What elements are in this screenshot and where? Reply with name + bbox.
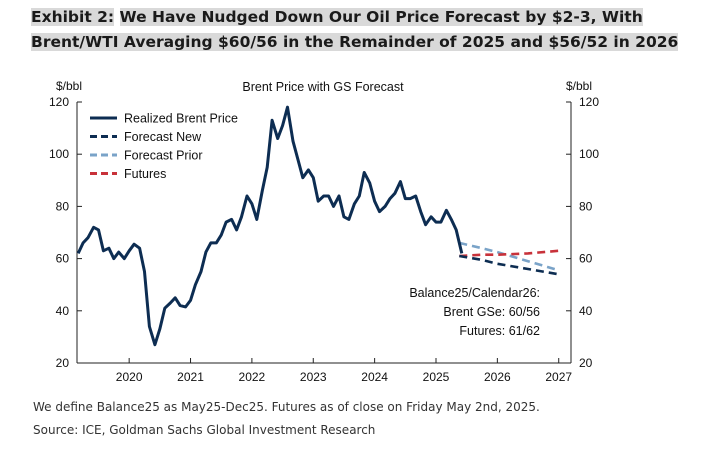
y-tick-label-right: 100 [579,147,599,161]
y-tick-label-left: 40 [56,304,70,318]
chart-title: Brent Price with GS Forecast [242,80,404,94]
legend-label: Forecast New [124,130,202,144]
chart-annotation: Balance25/Calendar26: Brent GSe: 60/56 F… [409,286,540,338]
annotation-line-3: Futures: 61/62 [459,324,540,338]
series-line-forecast-new [459,254,559,276]
source-note: Source: ICE, Goldman Sachs Global Invest… [33,423,376,437]
y-tick-label-right: 20 [579,356,593,370]
legend-label: Realized Brent Price [124,112,238,126]
y-tick-label-right: 120 [579,95,599,109]
x-tick-label: 2020 [116,370,143,384]
x-tick-label: 2021 [177,370,204,384]
footnote: We define Balance25 as May25-Dec25. Futu… [33,400,540,414]
annotation-line-2: Brent GSe: 60/56 [443,305,540,319]
x-tick-label: 2027 [545,370,572,384]
y-tick-label-left: 100 [49,147,69,161]
y-axis-label-left: $/bbl [56,79,82,93]
series-line-realized-brent-price [76,105,464,347]
y-tick-label-right: 80 [579,199,593,213]
legend-label: Forecast Prior [124,149,203,163]
x-tick-label: 2024 [361,370,388,384]
y-tick-label-right: 40 [579,304,593,318]
x-tick-label: 2026 [484,370,511,384]
x-tick-label: 2025 [423,370,450,384]
y-tick-label-left: 60 [56,252,70,266]
y-tick-label-right: 60 [579,252,593,266]
y-axis-label-right: $/bbl [566,79,592,93]
chart-series [76,105,560,347]
exhibit-label: Exhibit 2: [31,8,115,26]
series-line-futures [459,249,559,258]
y-tick-label-left: 120 [49,95,69,109]
legend-label: Futures [124,167,166,181]
y-tick-label-left: 20 [56,356,70,370]
x-tick-label: 2022 [239,370,266,384]
chart-legend: Realized Brent Price Forecast New Forecast… [90,112,238,181]
annotation-line-1: Balance25/Calendar26: [409,286,540,300]
series-line-forecast-prior [459,241,560,272]
x-tick-label: 2023 [300,370,327,384]
exhibit-title: Exhibit 2: We Have Nudged Down Our Oil P… [31,5,719,55]
y-tick-label-left: 80 [56,199,70,213]
